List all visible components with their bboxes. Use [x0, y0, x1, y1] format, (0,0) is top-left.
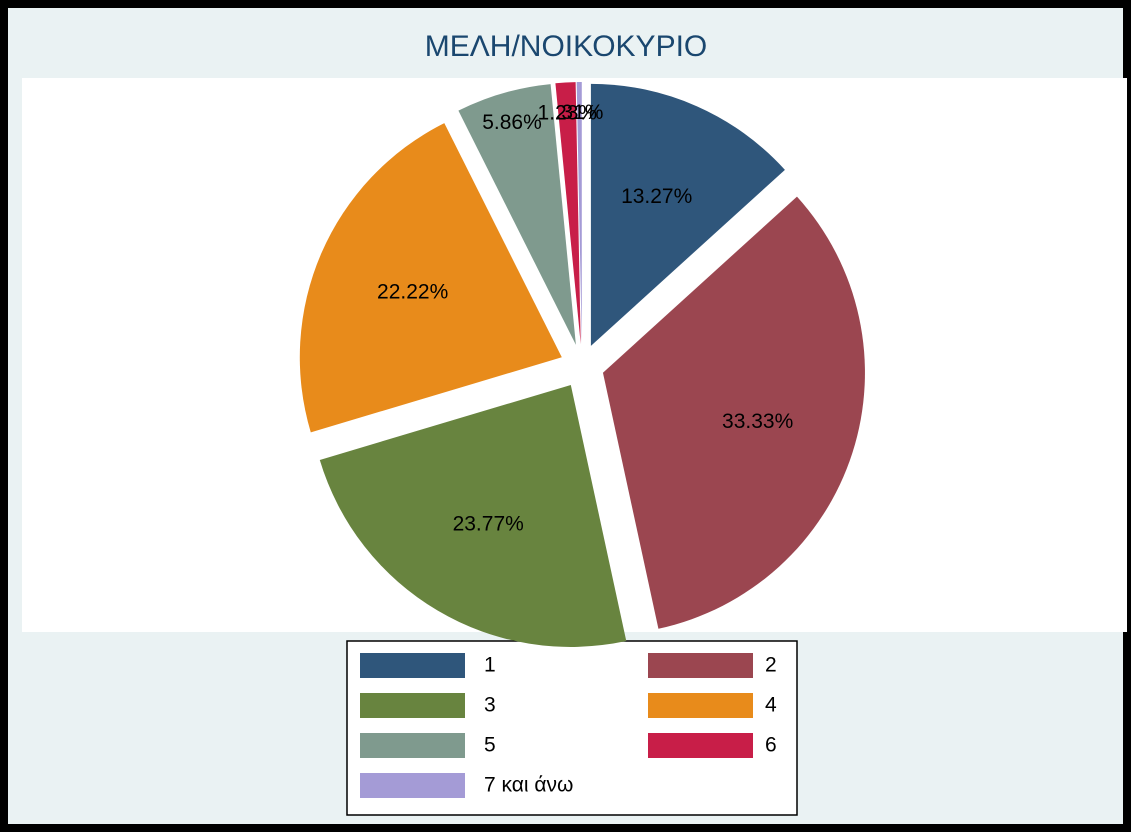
- data-label: 33.33%: [722, 410, 793, 433]
- legend-swatch: [360, 693, 465, 718]
- pie-slice: [458, 84, 576, 345]
- legend-swatch: [360, 773, 465, 798]
- chart-title: ΜΕΛΗ/ΝΟΙΚΟΚΥΡΙΟ: [425, 30, 708, 63]
- data-label: 13.27%: [621, 185, 692, 208]
- legend-label: 1: [484, 654, 496, 677]
- pie-slice: [299, 123, 562, 433]
- legend-label: 4: [765, 694, 777, 717]
- data-label: 22.22%: [377, 280, 448, 303]
- legend-label: 2: [765, 654, 777, 677]
- pie-slice: [576, 82, 582, 345]
- data-label: 1.23%: [538, 101, 598, 124]
- pie-slice: [555, 82, 581, 345]
- legend-label: 6: [765, 734, 777, 757]
- legend-swatch: [360, 733, 465, 758]
- legend-swatch: [648, 653, 753, 678]
- pie-slice: [602, 196, 865, 629]
- pie-slice: [590, 83, 785, 346]
- legend-label: 3: [484, 694, 496, 717]
- legend-label: 5: [484, 734, 496, 757]
- data-label: .31%: [556, 101, 604, 124]
- legend-swatch: [648, 733, 753, 758]
- data-label: 5.86%: [482, 111, 542, 134]
- legend-label: 7 και άνω: [484, 774, 573, 797]
- pie-slice: [319, 384, 627, 647]
- legend-swatch: [648, 693, 753, 718]
- data-label: 23.77%: [453, 512, 524, 535]
- legend-swatch: [360, 653, 465, 678]
